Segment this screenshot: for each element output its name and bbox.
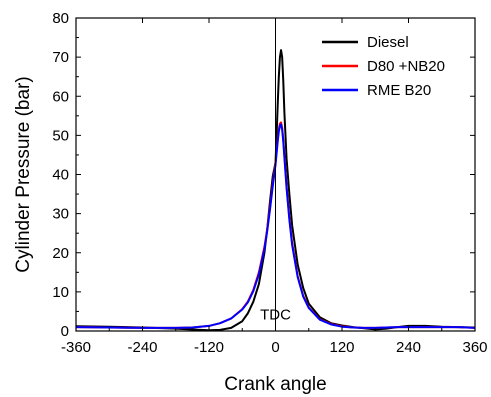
legend-label-1: D80 +NB20 [367, 58, 445, 75]
y-tick-label: 50 [52, 127, 69, 144]
x-tick-label: -240 [127, 339, 157, 356]
y-tick-label: 10 [52, 284, 69, 301]
x-tick-label: 120 [329, 339, 354, 356]
x-tick-label: 240 [396, 339, 421, 356]
y-tick-label: 80 [52, 10, 69, 27]
series-line-2 [75, 123, 476, 329]
y-tick-label: 30 [52, 206, 69, 223]
x-tick-label: 0 [271, 339, 279, 356]
series-line-0 [75, 49, 476, 332]
x-axis-title: Crank angle [224, 374, 326, 395]
y-tick-label: 60 [52, 88, 69, 105]
y-tick-label: 40 [52, 167, 69, 184]
x-tick-label: 360 [462, 339, 487, 356]
y-tick-label: 70 [52, 49, 69, 66]
legend: Diesel D80 +NB20 RME B20 [322, 34, 445, 99]
tdc-annotation: TDC [260, 306, 291, 323]
y-axis-title: Cylinder Pressure (bar) [13, 76, 34, 272]
x-tick-label: -120 [194, 339, 224, 356]
series-layer [75, 49, 476, 332]
x-tick-label: -360 [61, 339, 91, 356]
legend-label-2: RME B20 [367, 82, 431, 99]
legend-label-0: Diesel [367, 34, 409, 51]
ticks-layer: -360 -240 -120 0 120 240 360 0 10 20 30 40 50 60 70 80 [52, 10, 487, 356]
y-tick-label: 20 [52, 245, 69, 262]
y-tick-label: 0 [61, 323, 69, 340]
